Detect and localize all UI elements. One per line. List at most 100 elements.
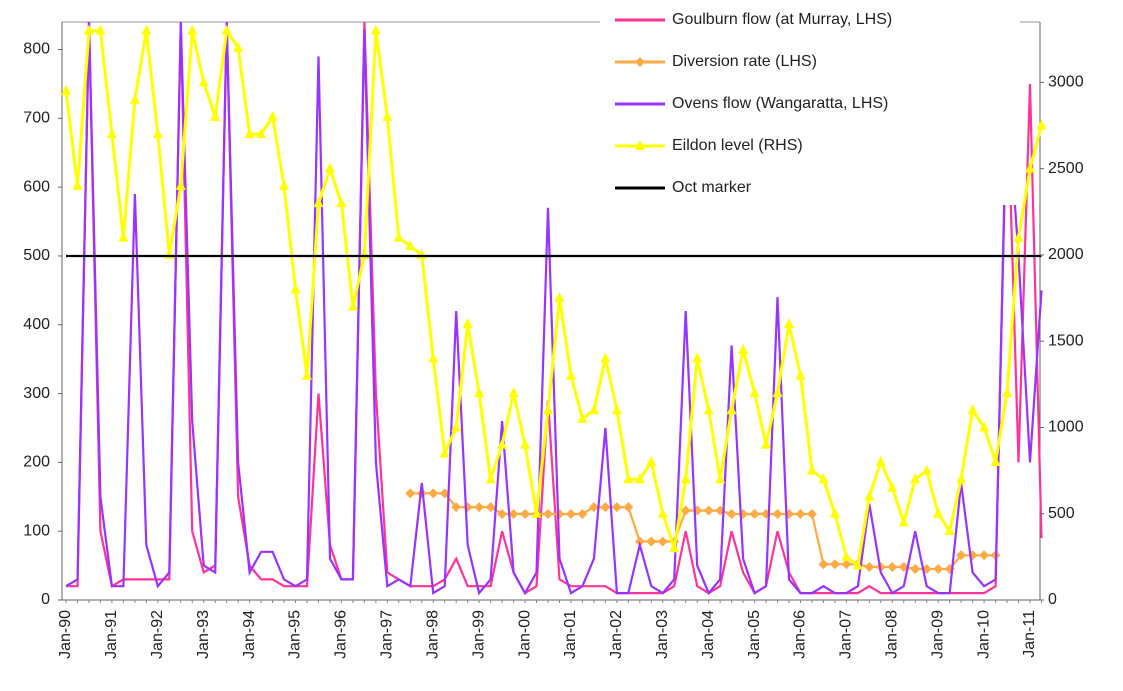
y2-tick-label: 2500 [1048,160,1084,177]
marker [841,550,852,561]
plot-area [61,21,1047,596]
legend-marker [635,57,645,67]
y-tick-label: 300 [23,385,50,402]
marker [784,317,794,328]
marker [611,502,622,513]
marker [141,24,152,35]
marker [829,507,840,518]
x-tick-label: Jan-96 [333,610,350,659]
marker [187,24,198,35]
x-tick-label: Jan-91 [103,610,120,659]
x-tick-label: Jan-01 [562,610,579,659]
marker [497,508,508,519]
legend-label: Goulburn flow (at Murray, LHS) [672,11,892,28]
marker [175,179,186,190]
marker [990,455,1001,466]
x-tick-label: Jan-10 [975,610,992,659]
marker [565,508,576,519]
marker [818,559,829,570]
y2-tick-label: 0 [1048,591,1057,608]
marker [233,41,244,52]
marker [1013,231,1024,242]
legend-label: Diversion rate (LHS) [672,53,817,70]
marker [657,536,668,547]
marker [462,317,473,328]
marker [543,404,553,415]
marker [726,508,737,519]
y-tick-label: 800 [23,41,50,58]
marker [554,292,565,303]
marker [83,24,94,35]
marker [405,488,416,499]
marker [221,24,232,35]
legend-label: Ovens flow (Wangaratta, LHS) [672,95,888,112]
marker [462,502,473,513]
y-tick-label: 0 [41,591,50,608]
marker [474,502,485,513]
marker [956,473,967,484]
marker [324,162,335,173]
marker [852,559,863,570]
marker [646,455,657,466]
marker [267,110,278,121]
x-tick-label: Jan-09 [929,610,946,659]
marker [279,179,290,190]
marker [1002,386,1013,397]
y-tick-label: 100 [23,522,50,539]
marker [864,561,875,572]
marker [956,550,967,561]
marker [198,76,209,87]
series-line [410,492,996,571]
legend: Goulburn flow (at Murray, LHS) Diversion … [600,0,1020,205]
marker [1025,162,1035,173]
x-tick-label: Jan-05 [746,610,763,659]
y2-tick-label: 3000 [1048,74,1084,91]
legend-box [600,0,1020,205]
y2-tick-label: 1500 [1048,332,1084,349]
marker [508,508,519,519]
marker [588,502,599,513]
marker [256,128,267,139]
marker [382,110,393,121]
marker [703,404,714,415]
marker [703,505,714,516]
marker [106,128,117,139]
y-tick-label: 600 [23,178,50,195]
x-tick-label: Jan-93 [195,610,212,659]
legend-label: Oct marker [672,179,752,196]
marker [244,128,255,139]
marker [1036,119,1047,130]
marker [485,473,496,484]
marker [72,179,83,190]
x-tick-label: Jan-11 [1021,610,1038,658]
marker [738,343,749,354]
marker [967,404,978,415]
marker [772,508,783,519]
marker [565,369,576,380]
legend-marker [635,140,645,150]
x-tick-label: Jan-95 [287,610,304,659]
y-tick-label: 500 [23,247,50,264]
marker [290,283,301,294]
marker [485,502,496,513]
y2-tick-label: 2000 [1048,246,1084,263]
marker [370,24,381,35]
marker [600,352,611,363]
x-tick-label: Jan-90 [57,610,74,659]
marker [210,110,221,121]
y-tick-label: 200 [23,454,50,471]
marker [692,352,703,363]
marker [313,197,324,208]
marker [806,464,817,475]
marker [302,369,312,380]
marker [841,559,852,570]
y2-tick-label: 500 [1048,505,1075,522]
marker [600,502,611,513]
marker [898,516,909,527]
marker [726,404,737,415]
marker [634,473,645,484]
marker [623,473,634,484]
marker [129,93,140,104]
marker [531,507,542,518]
